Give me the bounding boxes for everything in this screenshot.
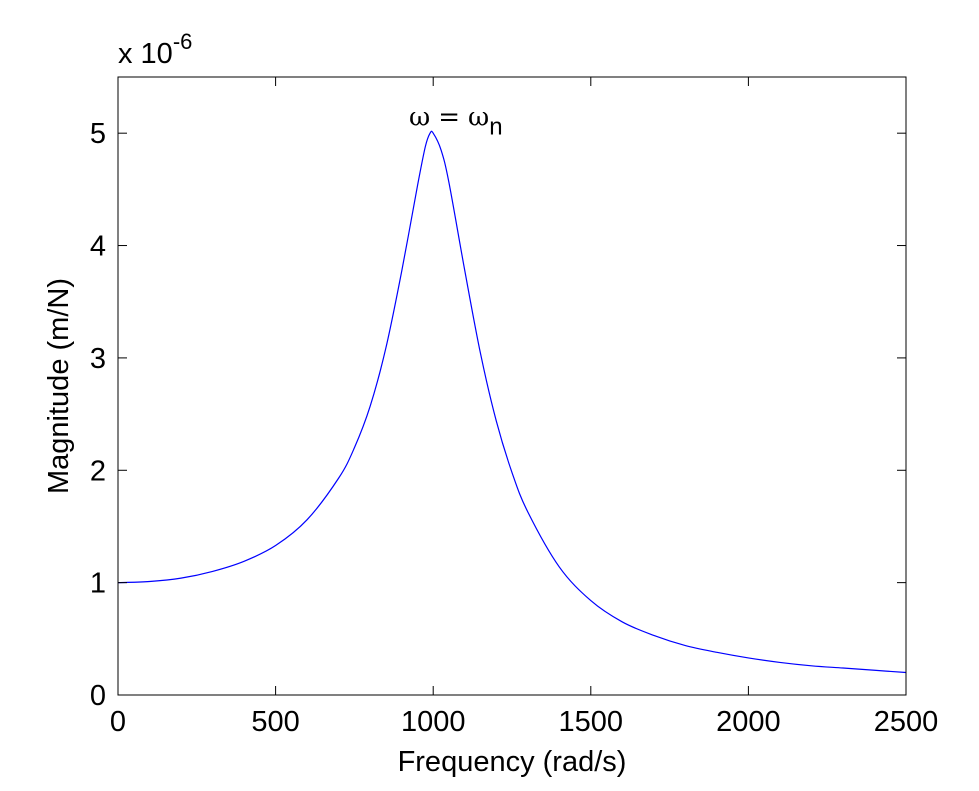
y-tick-label: 1 xyxy=(90,568,106,600)
annotation-subscript: n xyxy=(489,114,502,141)
y-exponent-label: x 10-6 xyxy=(118,29,192,70)
y-tick-label: 3 xyxy=(90,343,106,375)
resonance-annotation: ω = ωn xyxy=(409,103,503,141)
x-tick-label: 2000 xyxy=(716,706,781,738)
annotation-omega-n: ω xyxy=(468,103,489,133)
y-exponent-power: -6 xyxy=(173,29,193,54)
axes-box xyxy=(117,76,907,696)
plot-area xyxy=(117,130,907,674)
x-tick-label: 1000 xyxy=(401,706,466,738)
annotation-omega: ω xyxy=(409,103,430,133)
axes: 0 500 1000 1500 2000 2500 0 1 2 3 4 5 xyxy=(90,76,939,738)
series-line xyxy=(117,130,907,674)
y-tick-label: 2 xyxy=(90,455,106,487)
x-tick-label: 500 xyxy=(251,706,299,738)
labels: Frequency (rad/s) Magnitude (m/N) x 10-6… xyxy=(43,29,626,778)
x-axis-label: Frequency (rad/s) xyxy=(398,746,627,778)
x-tick-label: 0 xyxy=(110,706,126,738)
annotation-equals: = xyxy=(438,103,460,133)
y-tick-label: 0 xyxy=(90,680,106,712)
x-tick-label: 1500 xyxy=(559,706,624,738)
y-tick-label: 5 xyxy=(90,118,106,150)
x-tick-label: 2500 xyxy=(874,706,939,738)
y-tick-label: 4 xyxy=(90,231,106,263)
y-exponent-base: x 10 xyxy=(118,38,173,70)
y-axis-label: Magnitude (m/N) xyxy=(43,278,75,494)
